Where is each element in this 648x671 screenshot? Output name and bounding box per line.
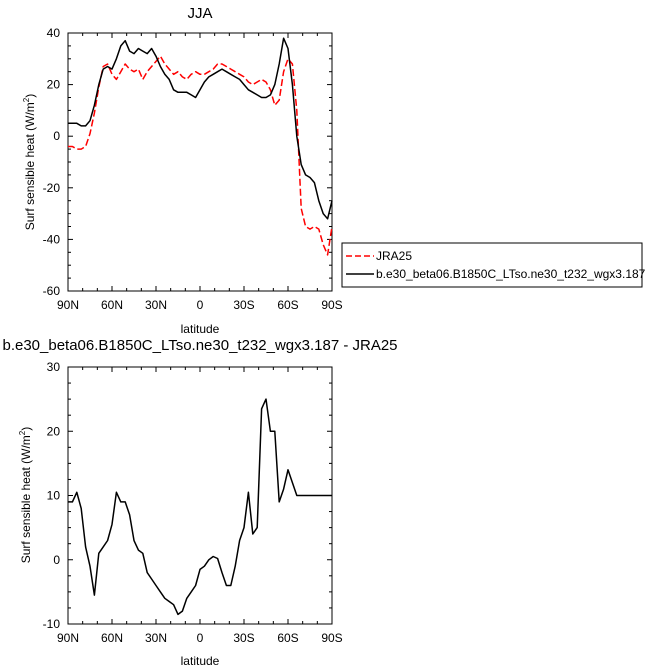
y-tick-label: 10 [47,489,61,503]
x-tick-label: 60S [277,298,298,312]
y-tick-label: -40 [43,232,61,246]
y-tick-label: 40 [47,26,61,40]
legend: JRA25 b.e30_beta06.B1850C_LTso.ne30_t232… [341,242,646,288]
panel1-y-axis: -60 -40 -20 0 20 40 [43,26,332,298]
panel-difference: b.e30_beta06.B1850C_LTso.ne30_t232_wgx3.… [2,337,397,668]
y-tick-label: 0 [53,553,60,567]
panel1-title: JJA [187,5,212,22]
panel-seasonal-mean: JJA -60 -40 -20 0 20 40 90N 60N 30N 0 30S 60S 90S l… [22,5,646,336]
panel2-y-axis: -10 0 10 20 30 [43,360,332,631]
y-tick-label: 20 [47,78,61,92]
legend-label-jra25: JRA25 [376,249,412,263]
panel2-x-axis-label: latitude [181,654,220,668]
x-tick-label: 0 [197,631,204,645]
panel2-plot-frame [67,366,333,625]
legend-box [341,242,643,288]
x-tick-label: 30S [233,631,254,645]
panel1-y-axis-label: Surf sensible heat (W/m2) [22,94,37,231]
x-tick-label: 90N [57,298,79,312]
series-line-diff-0 [68,398,332,616]
series-line-jra25 [68,55,333,256]
panel2-series-lines [68,398,332,616]
x-tick-label: 60S [277,631,298,645]
panel1-x-axis-label: latitude [181,322,220,336]
panel2-y-axis-label: Surf sensible heat (W/m2) [18,427,33,564]
x-tick-label: 90S [321,631,342,645]
panel2-title: b.e30_beta06.B1850C_LTso.ne30_t232_wgx3.… [2,337,397,354]
x-tick-label: 60N [101,631,123,645]
y-tick-label: 20 [47,424,61,438]
panel1-series-lines [68,37,333,256]
panel1-x-axis: 90N 60N 30N 0 30S 60S 90S [57,33,343,312]
x-tick-label: 30N [145,631,167,645]
legend-label-model: b.e30_beta06.B1850C_LTso.ne30_t232_wgx3.… [376,267,646,281]
x-tick-label: 90N [57,631,79,645]
y-tick-label: -60 [43,284,61,298]
y-tick-label: -20 [43,181,61,195]
x-tick-label: 60N [101,298,123,312]
panel2-x-axis: 90N 60N 30N 0 30S 60S 90S [57,367,343,645]
y-tick-label: 0 [53,129,60,143]
x-tick-label: 90S [321,298,342,312]
x-tick-label: 30N [145,298,167,312]
y-tick-label: 30 [47,360,61,374]
x-tick-label: 30S [233,298,254,312]
y-tick-label: -10 [43,617,61,631]
x-tick-label: 0 [197,298,204,312]
series-line-b-e30-beta06-b1850c-ltso-ne30-t232-wgx3-187 [68,37,333,220]
